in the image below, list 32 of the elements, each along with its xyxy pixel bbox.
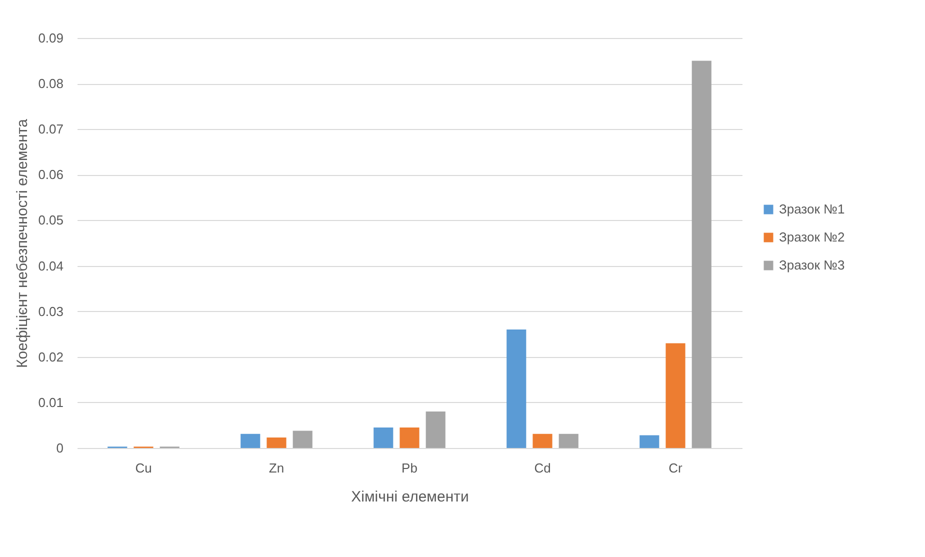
bar <box>666 343 686 448</box>
y-tick-label: 0.07 <box>38 122 64 137</box>
x-tick-label: Pb <box>402 460 418 476</box>
x-tick-label: Cu <box>135 460 152 476</box>
bar <box>266 438 286 448</box>
x-tick-label: Cr <box>668 460 684 476</box>
y-tick-label: 0.09 <box>38 30 64 46</box>
bar <box>532 434 552 448</box>
y-tick-label: 0 <box>56 440 64 456</box>
y-tick-label: 0.05 <box>38 212 64 228</box>
bar <box>558 434 578 448</box>
y-axis-title: Коефіцієнт небезпечності елемента <box>14 118 32 368</box>
x-tick-label: Cd <box>534 460 551 476</box>
bar <box>374 428 394 448</box>
legend-label: Зразок №3 <box>779 258 845 272</box>
bar <box>640 435 660 448</box>
legend-label: Зразок №2 <box>779 230 845 244</box>
y-tick-label: 0.08 <box>38 76 64 92</box>
bar <box>426 412 446 448</box>
legend-label: Зразок №1 <box>779 202 845 216</box>
bar <box>240 434 260 448</box>
bar <box>400 428 420 448</box>
bar <box>692 60 712 448</box>
y-tick-label: 0.03 <box>38 304 64 319</box>
y-tick-label: 0.06 <box>38 167 64 182</box>
x-axis-title: Хімічні елементи <box>351 488 469 506</box>
bar <box>292 430 312 448</box>
y-tick-label: 0.04 <box>38 258 64 274</box>
y-tick-label: 0.01 <box>38 394 64 410</box>
x-tick-label: Zn <box>268 460 284 476</box>
y-tick-label: 0.02 <box>38 349 64 364</box>
bar <box>506 330 526 448</box>
